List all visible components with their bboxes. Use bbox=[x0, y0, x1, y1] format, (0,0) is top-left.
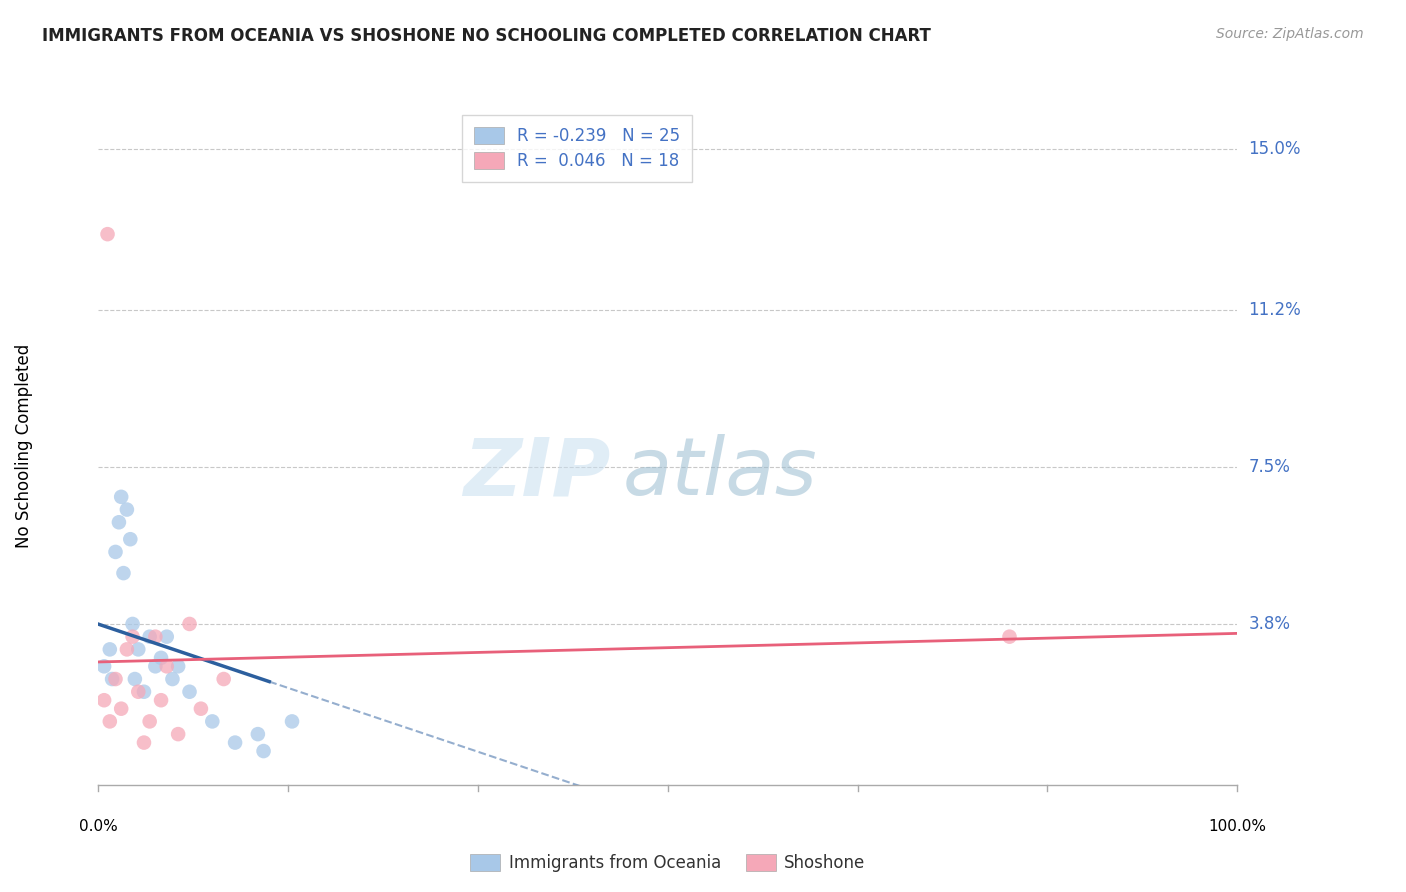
Point bbox=[98, 642, 121, 657]
Point bbox=[156, 659, 179, 673]
Point bbox=[998, 630, 1021, 644]
Text: Source: ZipAtlas.com: Source: ZipAtlas.com bbox=[1216, 27, 1364, 41]
Point bbox=[190, 701, 212, 715]
Point bbox=[104, 672, 127, 686]
Point bbox=[121, 630, 143, 644]
Text: 11.2%: 11.2% bbox=[1249, 301, 1301, 319]
Point bbox=[167, 659, 190, 673]
Point bbox=[115, 502, 138, 516]
Point bbox=[112, 566, 135, 581]
Point bbox=[138, 630, 160, 644]
Text: 3.8%: 3.8% bbox=[1249, 615, 1291, 633]
Point bbox=[281, 714, 304, 729]
Point bbox=[145, 630, 167, 644]
Point bbox=[104, 545, 127, 559]
Text: IMMIGRANTS FROM OCEANIA VS SHOSHONE NO SCHOOLING COMPLETED CORRELATION CHART: IMMIGRANTS FROM OCEANIA VS SHOSHONE NO S… bbox=[42, 27, 931, 45]
Point bbox=[167, 727, 190, 741]
Point bbox=[246, 727, 269, 741]
Point bbox=[127, 642, 149, 657]
Point bbox=[96, 227, 118, 241]
Point bbox=[150, 693, 173, 707]
Point bbox=[93, 659, 115, 673]
Point bbox=[138, 714, 160, 729]
Point bbox=[162, 672, 184, 686]
Text: 15.0%: 15.0% bbox=[1249, 140, 1301, 159]
Point bbox=[110, 701, 132, 715]
Text: 100.0%: 100.0% bbox=[1208, 819, 1267, 834]
Point bbox=[252, 744, 274, 758]
Point bbox=[145, 659, 167, 673]
Point bbox=[132, 735, 155, 749]
Point bbox=[98, 714, 121, 729]
Point bbox=[124, 672, 146, 686]
Text: No Schooling Completed: No Schooling Completed bbox=[15, 344, 34, 548]
Point bbox=[115, 642, 138, 657]
Point bbox=[110, 490, 132, 504]
Point bbox=[127, 685, 149, 699]
Point bbox=[101, 672, 124, 686]
Point bbox=[93, 693, 115, 707]
Point bbox=[201, 714, 224, 729]
Point bbox=[179, 685, 201, 699]
Legend: R = -0.239   N = 25, R =  0.046   N = 18: R = -0.239 N = 25, R = 0.046 N = 18 bbox=[461, 115, 692, 182]
Point bbox=[108, 515, 131, 529]
Point bbox=[224, 735, 246, 749]
Point bbox=[121, 617, 143, 632]
Text: 7.5%: 7.5% bbox=[1249, 458, 1291, 476]
Point bbox=[132, 685, 155, 699]
Text: ZIP: ZIP bbox=[464, 434, 612, 512]
Point bbox=[120, 532, 142, 546]
Point bbox=[156, 630, 179, 644]
Text: atlas: atlas bbox=[623, 434, 817, 512]
Point bbox=[150, 651, 173, 665]
Text: 0.0%: 0.0% bbox=[79, 819, 118, 834]
Point bbox=[212, 672, 235, 686]
Point bbox=[179, 617, 201, 632]
